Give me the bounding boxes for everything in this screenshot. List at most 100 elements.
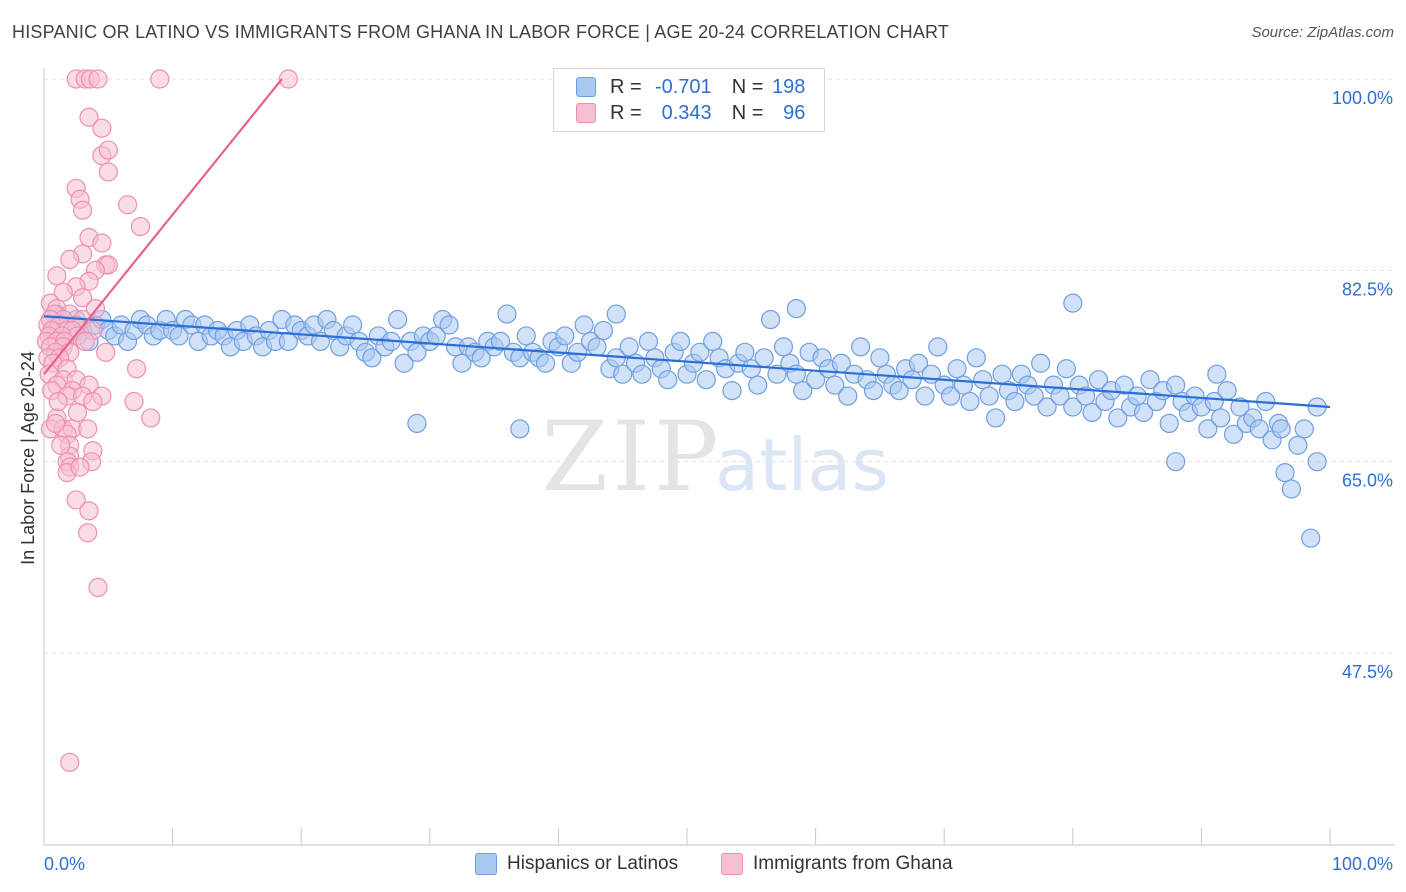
point-ghana bbox=[96, 342, 116, 362]
point-ghana bbox=[60, 752, 80, 772]
stats-legend: R = -0.701 N = 198 R = 0.343 N = 96 bbox=[553, 68, 825, 132]
legend-label-hispanics: Hispanics or Latinos bbox=[507, 853, 679, 874]
point-hispanics bbox=[870, 348, 890, 368]
legend-item-hispanics[interactable]: Hispanics or Latinos bbox=[475, 851, 678, 877]
point-hispanics bbox=[388, 309, 408, 330]
point-hispanics bbox=[953, 375, 974, 395]
point-hispanics bbox=[1166, 452, 1186, 472]
point-hispanics bbox=[741, 359, 761, 379]
r-value: 0.343 bbox=[661, 101, 712, 124]
point-hispanics bbox=[851, 337, 871, 357]
point-hispanics bbox=[1127, 386, 1147, 406]
point-hispanics bbox=[1301, 528, 1321, 548]
point-ghana bbox=[92, 118, 112, 138]
point-hispanics bbox=[632, 364, 652, 384]
axes bbox=[43, 68, 1395, 846]
point-hispanics bbox=[889, 381, 909, 401]
point-hispanics bbox=[760, 309, 781, 330]
point-hispanics bbox=[638, 331, 659, 351]
point-hispanics bbox=[986, 408, 1006, 428]
point-hispanics bbox=[1114, 375, 1134, 395]
trendline-ghana bbox=[43, 78, 283, 375]
point-hispanics bbox=[1056, 359, 1076, 379]
point-hispanics bbox=[1031, 353, 1051, 373]
point-hispanics bbox=[613, 364, 633, 384]
point-hispanics bbox=[690, 342, 710, 362]
point-ghana bbox=[45, 413, 66, 433]
swatch-pink bbox=[576, 103, 596, 123]
point-hispanics bbox=[1088, 370, 1109, 390]
n-value: 96 bbox=[783, 101, 806, 124]
point-ghana bbox=[72, 288, 93, 308]
point-hispanics bbox=[902, 370, 922, 390]
point-hispanics bbox=[490, 331, 511, 351]
point-ghana bbox=[88, 577, 108, 598]
point-ghana bbox=[60, 249, 80, 269]
point-hispanics bbox=[960, 391, 980, 412]
point-hispanics bbox=[908, 353, 929, 373]
point-ghana bbox=[78, 419, 98, 439]
point-ghana bbox=[278, 69, 298, 89]
point-hispanics bbox=[535, 353, 556, 373]
point-ghana bbox=[83, 391, 103, 412]
point-hispanics bbox=[1108, 408, 1128, 428]
point-hispanics bbox=[838, 386, 858, 406]
point-hispanics bbox=[516, 326, 536, 346]
point-ghana bbox=[98, 162, 118, 182]
y-tick-label: 47.5% bbox=[1342, 662, 1393, 682]
point-hispanics bbox=[439, 315, 459, 335]
point-hispanics bbox=[1207, 364, 1227, 384]
point-hispanics bbox=[452, 353, 472, 373]
point-hispanics bbox=[735, 342, 755, 362]
n-value: 198 bbox=[772, 75, 806, 98]
point-hispanics bbox=[825, 375, 845, 395]
point-hispanics bbox=[928, 337, 948, 357]
point-hispanics bbox=[1037, 397, 1057, 417]
y-tick-label: 82.5% bbox=[1342, 279, 1393, 299]
point-hispanics bbox=[767, 364, 787, 384]
point-hispanics bbox=[593, 320, 614, 341]
point-hispanics bbox=[1275, 463, 1295, 483]
point-hispanics bbox=[722, 381, 742, 401]
legend-item-ghana[interactable]: Immigrants from Ghana bbox=[721, 851, 953, 877]
stats-row-ghana: R = 0.343 N = 96 bbox=[576, 100, 805, 126]
point-hispanics bbox=[1005, 391, 1025, 412]
point-hispanics bbox=[1307, 452, 1327, 472]
point-hispanics bbox=[362, 348, 382, 368]
n-label: N = bbox=[731, 75, 764, 98]
legend-swatch-blue bbox=[475, 853, 497, 875]
point-hispanics bbox=[407, 413, 427, 433]
source-label: Source: ZipAtlas.com bbox=[1251, 24, 1394, 41]
point-hispanics bbox=[966, 348, 986, 368]
point-hispanics bbox=[1133, 402, 1154, 423]
x-ticks bbox=[43, 828, 1331, 845]
point-hispanics bbox=[1217, 381, 1237, 401]
r-label: R = bbox=[610, 75, 642, 98]
y-tick-labels: 47.5% 65.0% 82.5% 100.0% bbox=[1332, 88, 1393, 682]
watermark-atlas: atlas bbox=[715, 423, 889, 507]
watermark-zip: ZIP bbox=[541, 401, 722, 513]
point-hispanics bbox=[863, 381, 884, 401]
y-axis-label: In Labor Force | Age 20-24 bbox=[18, 351, 38, 565]
x-tick-label-min: 0.0% bbox=[44, 854, 85, 874]
point-hispanics bbox=[1223, 424, 1244, 444]
point-ghana bbox=[75, 331, 95, 351]
point-ghana bbox=[88, 69, 108, 89]
trend-lines bbox=[43, 78, 1331, 409]
point-ghana bbox=[124, 391, 144, 412]
point-hispanics bbox=[1198, 419, 1218, 439]
point-hispanics bbox=[1288, 435, 1308, 455]
point-hispanics bbox=[773, 337, 794, 357]
point-hispanics bbox=[510, 419, 530, 439]
point-hispanics bbox=[1063, 397, 1083, 417]
legend-swatch-pink bbox=[721, 853, 743, 875]
point-hispanics bbox=[1211, 408, 1231, 428]
point-hispanics bbox=[587, 337, 607, 357]
point-hispanics bbox=[169, 326, 189, 346]
point-ghana bbox=[78, 523, 98, 543]
point-ghana bbox=[51, 435, 71, 455]
point-ghana bbox=[72, 200, 93, 220]
point-hispanics bbox=[343, 315, 363, 335]
point-ghana bbox=[98, 140, 118, 160]
